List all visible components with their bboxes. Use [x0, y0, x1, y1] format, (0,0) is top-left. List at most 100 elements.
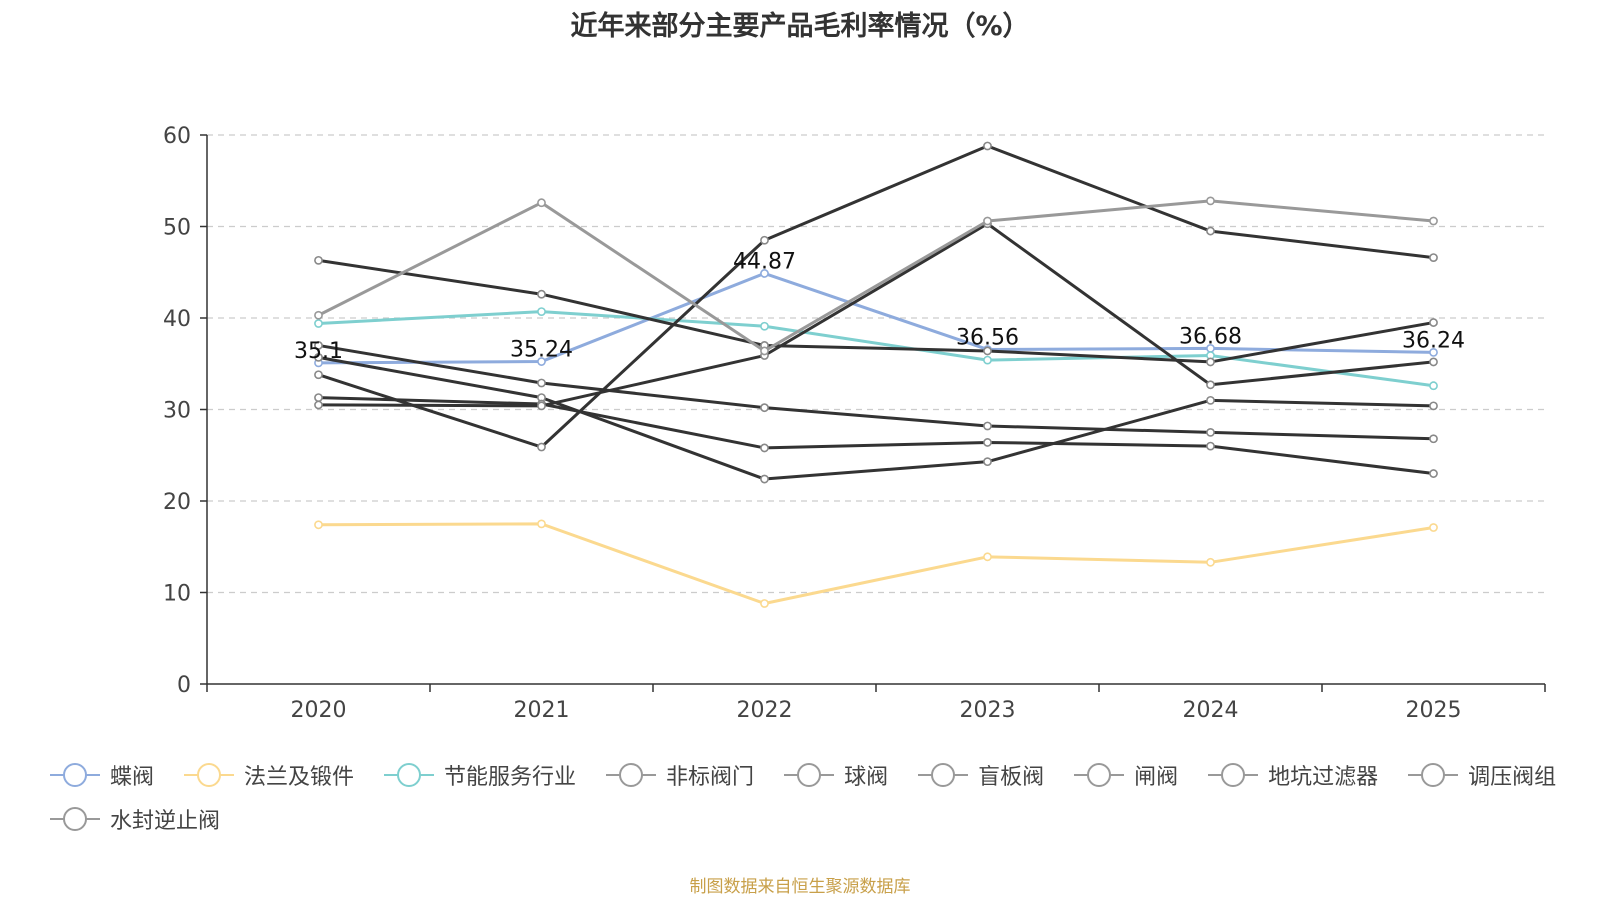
legend-item[interactable]: 调压阀组 [1408, 760, 1556, 790]
data-point[interactable] [760, 235, 769, 245]
data-point[interactable] [1429, 357, 1438, 367]
legend-line-marker-icon [1074, 763, 1125, 787]
data-point[interactable] [760, 474, 769, 484]
data-point[interactable] [314, 255, 323, 265]
data-point[interactable] [1429, 216, 1438, 226]
data-point[interactable] [1429, 469, 1438, 478]
series-line [318, 271, 1434, 365]
data-point[interactable] [314, 341, 323, 350]
series-2 [314, 519, 1438, 608]
series-line [318, 222, 1434, 408]
data-point[interactable] [983, 457, 992, 467]
data-point[interactable] [1206, 441, 1215, 451]
data-point[interactable] [983, 552, 992, 562]
series-line [318, 396, 1434, 476]
data-point[interactable] [314, 393, 323, 403]
data-point[interactable] [314, 370, 323, 380]
legend-label: 蝶阀 [110, 765, 155, 790]
series-5 [314, 341, 1438, 444]
data-point[interactable] [314, 520, 323, 530]
legend-item[interactable]: 闸阀 [1074, 760, 1178, 790]
legend-item[interactable]: 节能服务行业 [384, 760, 576, 790]
data-label: 36.68 [1179, 324, 1242, 349]
series-line [318, 144, 1434, 449]
x-tick-label: 2025 [1406, 698, 1462, 723]
data-point[interactable] [983, 216, 992, 226]
legend-item[interactable]: 非标阀门 [606, 760, 754, 790]
data-point[interactable] [1429, 381, 1438, 391]
data-point[interactable] [537, 442, 546, 452]
data-point[interactable] [314, 310, 323, 320]
data-point[interactable] [537, 198, 546, 208]
data-point[interactable] [314, 319, 323, 328]
data-point[interactable] [1429, 523, 1438, 532]
series-lines [314, 141, 1438, 608]
data-point[interactable] [760, 346, 769, 356]
legend-item[interactable]: 盲板阀 [918, 760, 1044, 790]
legend-label: 闸阀 [1134, 765, 1179, 790]
data-point[interactable] [983, 346, 992, 356]
legend-item[interactable]: 法兰及锻件 [184, 760, 354, 790]
data-point[interactable] [760, 269, 769, 278]
data-point[interactable] [1429, 348, 1438, 357]
data-point[interactable] [983, 438, 992, 447]
data-point[interactable] [537, 519, 546, 529]
data-point[interactable] [1206, 226, 1215, 236]
data-point[interactable] [1206, 357, 1215, 367]
data-point[interactable] [1429, 318, 1438, 327]
series-line [318, 522, 1434, 605]
data-point[interactable] [537, 307, 546, 316]
legend-line-marker-icon [50, 763, 100, 787]
legend-item[interactable]: 地坑过滤器 [1208, 760, 1378, 790]
data-point[interactable] [1206, 196, 1215, 206]
series-line [318, 355, 1434, 481]
data-point[interactable] [983, 421, 992, 431]
legend-line-marker-icon [50, 807, 100, 831]
data-point[interactable] [1206, 557, 1215, 567]
data-point[interactable] [1206, 427, 1215, 437]
data-point[interactable] [760, 403, 769, 413]
legend-line-marker-icon [1408, 763, 1459, 787]
data-point[interactable] [1429, 253, 1438, 263]
y-tick-label: 60 [163, 124, 191, 149]
series-8 [314, 141, 1438, 452]
data-point[interactable] [314, 352, 323, 362]
legend-line-marker-icon [1208, 763, 1259, 787]
data-point[interactable] [1429, 434, 1438, 444]
data-point[interactable] [1206, 395, 1215, 405]
data-point[interactable] [537, 401, 546, 411]
series-line [317, 199, 1434, 353]
y-tick-label: 40 [163, 307, 191, 332]
data-point[interactable] [314, 400, 323, 410]
data-point[interactable] [760, 443, 769, 453]
legend-line-marker-icon [384, 763, 435, 787]
legend-label: 球阀 [844, 765, 889, 790]
data-point[interactable] [983, 355, 992, 365]
data-point[interactable] [537, 357, 546, 366]
legend-label: 调压阀组 [1468, 765, 1557, 790]
series-line [318, 310, 1434, 388]
chart-title: 近年来部分主要产品毛利率情况（%） [570, 11, 1030, 42]
source-note: 制图数据来自恒生聚源数据库 [689, 877, 911, 897]
data-point[interactable] [537, 289, 546, 299]
y-tick-label: 50 [163, 216, 191, 241]
data-label: 44.87 [733, 249, 796, 274]
legend-label: 非标阀门 [666, 765, 755, 790]
data-point[interactable] [1206, 380, 1215, 390]
data-point[interactable] [760, 599, 769, 608]
data-point[interactable] [983, 141, 992, 151]
data-point[interactable] [537, 378, 546, 388]
series-3 [314, 307, 1438, 391]
legend-line-marker-icon [184, 763, 235, 787]
line-chart: 0 10 20 30 40 50 60 2020 2021 2022 2023 2024 2025 35… [163, 124, 1546, 723]
data-label: 35.1 [294, 339, 343, 364]
data-point[interactable] [1429, 401, 1438, 411]
legend-item[interactable]: 球阀 [784, 760, 888, 790]
legend-item[interactable]: 蝶阀 [50, 760, 154, 790]
legend-item[interactable]: 水封逆止阀 [50, 804, 220, 834]
legend-line-marker-icon [784, 763, 835, 787]
data-label: 35.24 [510, 338, 573, 363]
series-line [318, 343, 1434, 441]
legend-label: 盲板阀 [978, 765, 1045, 790]
data-point[interactable] [760, 321, 769, 331]
